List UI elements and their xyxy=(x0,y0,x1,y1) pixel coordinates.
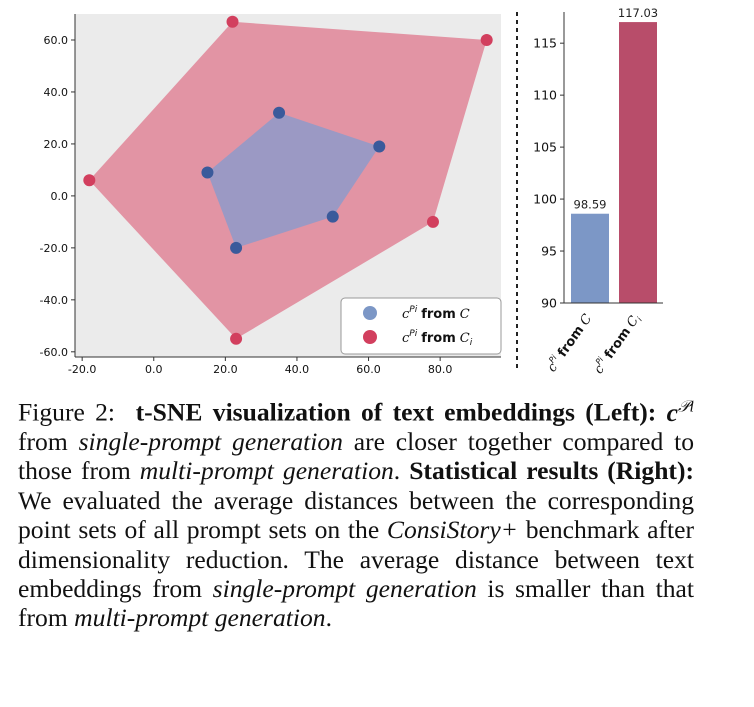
caption-text: We evaluated the average distances betwe… xyxy=(18,485,694,545)
scatter-point-multi xyxy=(83,174,96,187)
caption-emphasis: multi-prompt generation xyxy=(74,603,326,633)
bars: 98.59 117.03 xyxy=(571,6,658,303)
y-tick-label: -40.0 xyxy=(40,294,68,307)
bar-category-label-single: cPifromC xyxy=(543,311,595,376)
y-tick-label: 60.0 xyxy=(44,34,69,47)
x-tick-label: 80.0 xyxy=(428,363,453,376)
scatter-point-multi xyxy=(480,33,493,46)
single-prompt-hull xyxy=(207,112,380,248)
y-tick-label: 40.0 xyxy=(44,86,69,99)
caption-label: Figure 2: xyxy=(18,397,116,427)
legend-label-multi: cPi from Ci xyxy=(402,329,473,348)
caption-emphasis: single-prompt generation xyxy=(212,573,477,603)
scatter-legend: cPi from C cPi from Ci xyxy=(340,297,502,355)
x-tick-label: 60.0 xyxy=(356,363,381,376)
y-tick-label: 20.0 xyxy=(44,138,69,151)
caption-text: . xyxy=(393,456,401,486)
distance-bar-chart: 98.59 117.03 90 95 100 105 110 115 cPifromC cP… xyxy=(533,6,663,377)
scatter-x-ticks: -20.0 0.0 20.0 40.0 60.0 80.0 xyxy=(68,357,452,376)
scatter-point-multi xyxy=(230,332,243,345)
figure-caption: Figure 2: t-SNE visualization of text em… xyxy=(18,392,694,633)
bar xyxy=(571,213,609,303)
bar-y-tick-label: 95 xyxy=(541,244,557,259)
x-tick-label: 0.0 xyxy=(145,363,163,376)
caption-text: . xyxy=(325,603,332,633)
scatter-point-single xyxy=(326,210,339,223)
scatter-point-single xyxy=(373,140,386,153)
caption-emphasis: single-prompt generation xyxy=(78,426,343,456)
caption-text: are closer together compared to those fr… xyxy=(18,426,695,486)
caption-symbol: c𝒫i xyxy=(666,397,694,427)
scatter-points xyxy=(83,15,493,345)
y-tick-label: -60.0 xyxy=(40,346,68,359)
caption-text: from xyxy=(18,426,68,456)
scatter-point-single xyxy=(273,106,286,119)
legend-label-single: cPi from C xyxy=(402,305,470,322)
caption-text: benchmark after dimensionality reduction… xyxy=(18,515,694,603)
bar-category-label-multi: cPifromCi xyxy=(590,310,645,378)
bar-y-tick-label: 105 xyxy=(533,140,557,155)
x-tick-label: 40.0 xyxy=(285,363,310,376)
bar-y-tick-label: 100 xyxy=(533,192,557,207)
scatter-point-single xyxy=(201,166,214,179)
y-tick-label: 0.0 xyxy=(51,190,69,203)
tsne-scatter-plot: -20.0 0.0 20.0 40.0 60.0 80.0 60.0 40.0 20.0 0.0… xyxy=(40,14,502,376)
bar-value-label: 98.59 xyxy=(574,198,607,212)
legend-marker-multi xyxy=(363,330,377,344)
x-tick-label: 20.0 xyxy=(213,363,238,376)
figure: -20.0 0.0 20.0 40.0 60.0 80.0 60.0 40.0 20.0 0.0… xyxy=(40,6,663,377)
bar-y-ticks: 90 95 100 105 110 115 xyxy=(533,36,564,311)
bar-y-tick-label: 90 xyxy=(541,296,557,311)
caption-emphasis: ConsiStory+ xyxy=(386,515,518,545)
y-tick-label: -20.0 xyxy=(40,242,68,255)
caption-stat-heading: Statistical results (Right): xyxy=(409,456,694,486)
bar-value-label: 117.03 xyxy=(618,6,658,20)
bar-y-tick-label: 115 xyxy=(533,36,557,51)
legend-marker-single xyxy=(363,306,377,320)
bar-y-tick-label: 110 xyxy=(533,88,557,103)
caption-title: t-SNE visualization of text embeddings (… xyxy=(135,397,657,427)
scatter-point-multi xyxy=(226,15,239,28)
x-tick-label: -20.0 xyxy=(68,363,96,376)
bar xyxy=(619,22,657,303)
scatter-y-ticks: 60.0 40.0 20.0 0.0 -20.0 -40.0 -60.0 xyxy=(40,34,75,359)
legend-box xyxy=(340,297,502,355)
caption-emphasis: multi-prompt generation xyxy=(139,456,394,486)
caption-text: is smaller than that from xyxy=(18,573,694,633)
scatter-point-multi xyxy=(426,215,439,228)
scatter-point-single xyxy=(230,241,243,254)
